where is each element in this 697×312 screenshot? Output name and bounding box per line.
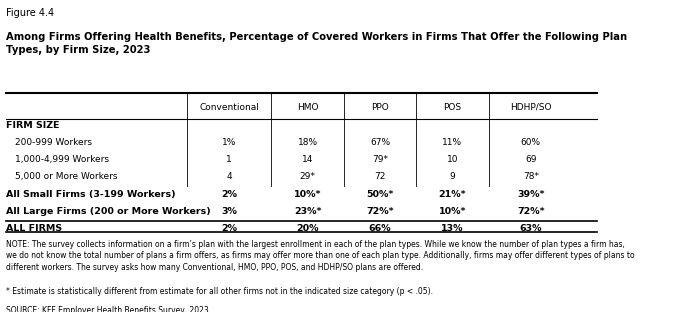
Text: 10%*: 10%* — [294, 190, 321, 198]
Text: 78*: 78* — [523, 173, 539, 182]
Text: All Large Firms (200 or More Workers): All Large Firms (200 or More Workers) — [6, 207, 210, 216]
Text: 4: 4 — [227, 173, 232, 182]
Text: SOURCE: KFF Employer Health Benefits Survey, 2023: SOURCE: KFF Employer Health Benefits Sur… — [6, 306, 209, 312]
Text: 72: 72 — [374, 173, 385, 182]
Text: 2%: 2% — [221, 224, 237, 233]
Text: PPO: PPO — [371, 103, 389, 112]
Text: 1,000-4,999 Workers: 1,000-4,999 Workers — [15, 155, 109, 164]
Text: * Estimate is statistically different from estimate for all other firms not in t: * Estimate is statistically different fr… — [6, 287, 433, 296]
Text: 72%*: 72%* — [366, 207, 394, 216]
Text: 79*: 79* — [372, 155, 388, 164]
Text: Among Firms Offering Health Benefits, Percentage of Covered Workers in Firms Tha: Among Firms Offering Health Benefits, Pe… — [6, 32, 627, 55]
Text: 23%*: 23%* — [294, 207, 321, 216]
Text: 200-999 Workers: 200-999 Workers — [15, 138, 92, 147]
Text: All Small Firms (3-199 Workers): All Small Firms (3-199 Workers) — [6, 190, 176, 198]
Text: 3%: 3% — [221, 207, 237, 216]
Text: NOTE: The survey collects information on a firm’s plan with the largest enrollme: NOTE: The survey collects information on… — [6, 240, 635, 272]
Text: 60%: 60% — [521, 138, 541, 147]
Text: 39%*: 39%* — [517, 190, 544, 198]
Text: 72%*: 72%* — [517, 207, 544, 216]
Text: HMO: HMO — [297, 103, 319, 112]
Text: 21%*: 21%* — [438, 190, 466, 198]
Text: Conventional: Conventional — [199, 103, 259, 112]
Text: ALL FIRMS: ALL FIRMS — [6, 224, 62, 233]
Text: 13%: 13% — [441, 224, 464, 233]
Text: Figure 4.4: Figure 4.4 — [6, 8, 54, 18]
Text: 50%*: 50%* — [367, 190, 394, 198]
Text: 29*: 29* — [300, 173, 316, 182]
Text: 66%: 66% — [369, 224, 391, 233]
Text: 5,000 or More Workers: 5,000 or More Workers — [15, 173, 118, 182]
Text: 2%: 2% — [221, 190, 237, 198]
Text: 69: 69 — [525, 155, 537, 164]
Text: POS: POS — [443, 103, 461, 112]
Text: 20%: 20% — [296, 224, 319, 233]
Text: 10: 10 — [447, 155, 458, 164]
Text: 10%*: 10%* — [438, 207, 466, 216]
Text: 67%: 67% — [370, 138, 390, 147]
Text: 11%: 11% — [443, 138, 462, 147]
Text: 14: 14 — [302, 155, 313, 164]
Text: HDHP/SO: HDHP/SO — [510, 103, 551, 112]
Text: 1: 1 — [227, 155, 232, 164]
Text: 63%: 63% — [519, 224, 542, 233]
Text: 9: 9 — [450, 173, 455, 182]
Text: FIRM SIZE: FIRM SIZE — [6, 121, 59, 130]
Text: 1%: 1% — [222, 138, 236, 147]
Text: 18%: 18% — [298, 138, 318, 147]
